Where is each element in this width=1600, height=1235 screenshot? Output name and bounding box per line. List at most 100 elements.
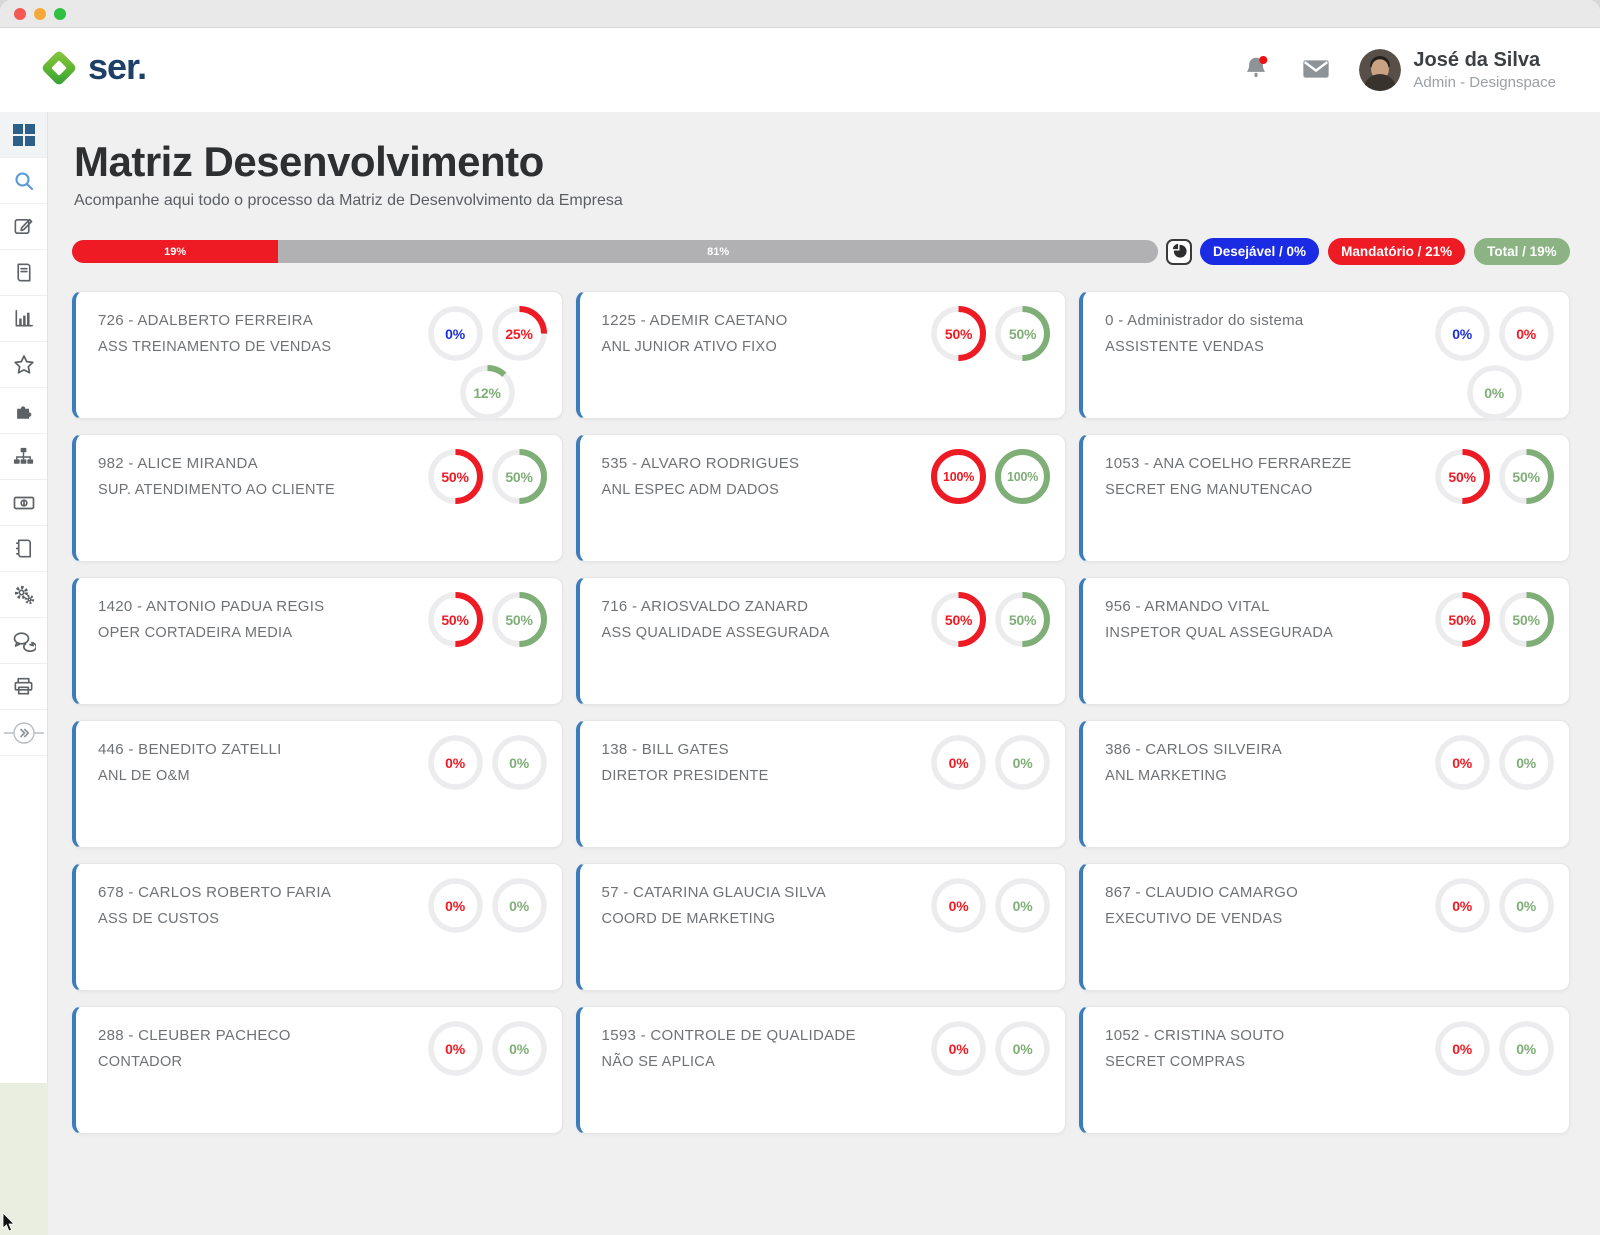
employee-id-name: 867 - CLAUDIO CAMARGO — [1105, 884, 1299, 901]
employee-card[interactable]: 1225 - ADEMIR CAETANO ANL JUNIOR ATIVO F… — [575, 291, 1067, 419]
donut-mandatorio: 50% — [427, 448, 484, 505]
employee-card[interactable]: 535 - ALVARO RODRIGUES ANL ESPEC ADM DAD… — [575, 434, 1067, 562]
donut-block: 50% 50% — [427, 591, 548, 648]
sidebar-item-edit[interactable] — [0, 204, 47, 250]
sidebar-item-search[interactable] — [0, 158, 47, 204]
sidebar-item-journal[interactable] — [0, 250, 47, 296]
employee-id-name: 1593 - CONTROLE DE QUALIDADE — [601, 1027, 856, 1044]
employee-card[interactable]: 1053 - ANA COELHO FERRAREZE SECRET ENG M… — [1079, 434, 1570, 562]
sidebar-item-settings[interactable] — [0, 572, 47, 618]
filter-pill-mandatorio[interactable]: Mandatório / 21% — [1328, 238, 1466, 265]
sidebar-item-dashboard[interactable] — [0, 112, 47, 158]
close-window-button[interactable] — [14, 7, 26, 20]
employee-id-name: 726 - ADALBERTO FERREIRA — [98, 312, 314, 329]
employee-role: SUP. ATENDIMENTO AO CLIENTE — [98, 482, 335, 498]
employee-card[interactable]: 982 - ALICE MIRANDA SUP. ATENDIMENTO AO … — [72, 434, 563, 562]
sidebar-item-collapse[interactable] — [0, 710, 47, 756]
sidebar-item-bar-chart[interactable] — [0, 296, 47, 342]
org-chart-icon — [13, 447, 34, 464]
employee-card[interactable]: 867 - CLAUDIO CAMARGO EXECUTIVO DE VENDA… — [1079, 863, 1570, 991]
donut-total: 0% — [491, 1020, 548, 1077]
printer-icon — [14, 677, 33, 695]
progress-segment-label: 19% — [164, 245, 187, 258]
user-role: Admin - Designspace — [1413, 74, 1556, 91]
progress-segment-label: 81% — [707, 245, 730, 258]
employee-card[interactable]: 446 - BENEDITO ZATELLI ANL DE O&M 0% 0% — [72, 720, 563, 848]
expand-sidebar-icon — [3, 721, 44, 744]
filter-pill-total[interactable]: Total / 19% — [1474, 238, 1570, 265]
star-icon — [13, 354, 34, 374]
employee-card[interactable]: 716 - ARIOSVALDO ZANARD ASS QUALIDADE AS… — [575, 577, 1067, 705]
employee-card[interactable]: 956 - ARMANDO VITAL INSPETOR QUAL ASSEGU… — [1079, 577, 1570, 705]
sidebar-item-puzzle[interactable] — [0, 388, 47, 434]
sidebar-item-notebook[interactable] — [0, 526, 47, 572]
donut-total: 100% — [994, 448, 1051, 505]
donut-block: 0% 0% — [1434, 734, 1555, 791]
chart-view-button[interactable] — [1166, 238, 1192, 265]
dashboard-icon — [12, 123, 35, 146]
employee-id-name: 1053 - ANA COELHO FERRAREZE — [1105, 455, 1352, 472]
filter-pills: Desejável / 0% Mandatório / 21% Total / 19… — [1200, 238, 1570, 265]
employee-card[interactable]: 1593 - CONTROLE DE QUALIDADE NÃO SE APLI… — [575, 1006, 1067, 1134]
employee-card[interactable]: 138 - BILL GATES DIRETOR PRESIDENTE 0% 0… — [575, 720, 1067, 848]
employee-card[interactable]: 1052 - CRISTINA SOUTO SECRET COMPRAS 0% … — [1079, 1006, 1570, 1134]
employee-id-name: 0 - Administrador do sistema — [1105, 312, 1304, 329]
progress-segment-gray: 81% — [278, 240, 1158, 263]
donut-block: 0% 0% — [427, 734, 548, 791]
donut-block: 0% 0% — [427, 877, 548, 934]
page-subtitle: Acompanhe aqui todo o processo da Matriz… — [74, 192, 623, 209]
sidebar-item-print[interactable] — [0, 664, 47, 710]
mouse-cursor — [2, 1213, 15, 1232]
employee-role: ASSISTENTE VENDAS — [1105, 339, 1265, 355]
employee-card[interactable]: 1420 - ANTONIO PADUA REGIS OPER CORTADEI… — [72, 577, 563, 705]
employee-card[interactable]: 678 - CARLOS ROBERTO FARIA ASS DE CUSTOS… — [72, 863, 563, 991]
donut-total: 0% — [994, 877, 1051, 934]
donut-mandatorio: 0% — [427, 877, 484, 934]
user-menu[interactable]: José da Silva Admin - Designspace — [1359, 49, 1556, 91]
employee-role: ANL MARKETING — [1105, 768, 1227, 784]
messages-button[interactable] — [1299, 53, 1333, 87]
donut-total: 0% — [1466, 364, 1523, 421]
donut-mandatorio: 0% — [1434, 734, 1491, 791]
donut-total: 50% — [994, 305, 1051, 362]
donut-total: 0% — [491, 877, 548, 934]
filter-pill-desejavel[interactable]: Desejável / 0% — [1200, 238, 1320, 265]
pie-chart-icon — [1170, 241, 1188, 262]
employee-card[interactable]: 57 - CATARINA GLAUCIA SILVA COORD DE MAR… — [575, 863, 1067, 991]
sidebar-item-chat[interactable] — [0, 618, 47, 664]
donut-total: 50% — [994, 591, 1051, 648]
donut-mandatorio: 25% — [491, 305, 548, 362]
app-header: ser. — [0, 28, 1600, 112]
employee-id-name: 1420 - ANTONIO PADUA REGIS — [98, 598, 325, 615]
edit-icon — [14, 218, 33, 235]
zoom-window-button[interactable] — [54, 7, 66, 20]
minimize-window-button[interactable] — [34, 7, 46, 20]
employee-card[interactable]: 726 - ADALBERTO FERREIRA ASS TREINAMENTO… — [72, 291, 563, 420]
sidebar-item-star[interactable] — [0, 342, 47, 388]
sidebar-item-money[interactable] — [0, 480, 47, 526]
donut-mandatorio: 0% — [930, 1020, 987, 1077]
sidebar-item-org-chart[interactable] — [0, 434, 47, 480]
donut-block: 0% 0% — [930, 1020, 1051, 1077]
sidebar-footer-decoration — [0, 1083, 48, 1235]
employee-card[interactable]: 386 - CARLOS SILVEIRA ANL MARKETING 0% 0… — [1079, 720, 1570, 848]
employee-role: NÃO SE APLICA — [601, 1054, 716, 1070]
chat-icon — [13, 631, 36, 652]
employee-role: OPER CORTADEIRA MEDIA — [98, 625, 293, 641]
donut-mandatorio: 0% — [1498, 305, 1555, 362]
employee-card[interactable]: 288 - CLEUBER PACHECO CONTADOR 0% 0% — [72, 1006, 563, 1134]
employee-id-name: 288 - CLEUBER PACHECO — [98, 1027, 291, 1044]
puzzle-icon — [16, 405, 31, 419]
settings-gears-icon — [14, 585, 34, 604]
donut-mandatorio: 50% — [930, 591, 987, 648]
page-title: Matriz Desenvolvimento — [74, 138, 544, 185]
ser-logo[interactable]: ser. — [36, 45, 147, 96]
window-titlebar — [0, 0, 1600, 28]
notifications-button[interactable] — [1239, 53, 1273, 87]
employee-id-name: 446 - BENEDITO ZATELLI — [98, 741, 282, 758]
completion-progressbar: 19% 81% — [72, 240, 1158, 263]
donut-desejavel: 0% — [427, 305, 484, 362]
money-icon — [13, 496, 34, 509]
employee-card[interactable]: 0 - Administrador do sistema ASSISTENTE … — [1079, 291, 1570, 421]
